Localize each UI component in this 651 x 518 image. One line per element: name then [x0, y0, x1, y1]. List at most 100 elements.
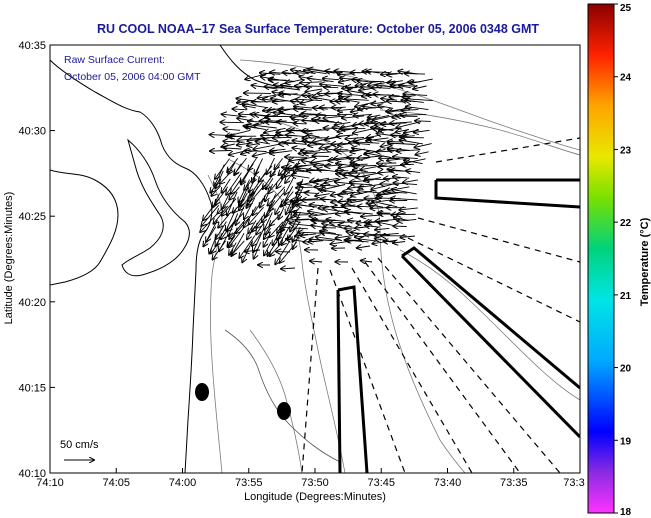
scale-label: 50 cm/s [60, 439, 99, 451]
current-vector [413, 86, 427, 89]
current-vector [244, 197, 256, 219]
current-vector [330, 222, 355, 223]
current-vector [211, 185, 222, 196]
y-tick-label: 40:20 [18, 297, 46, 309]
x-axis-ticks: 74:10 74:05 74:00 73:55 73:50 73:45 73:40 73:35… [36, 468, 585, 489]
current-vector [253, 227, 265, 252]
current-vector [347, 201, 364, 204]
current-vector [391, 198, 418, 200]
current-vector [339, 80, 351, 83]
depth-contour-3 [269, 119, 466, 473]
current-vector [294, 109, 312, 110]
current-vector [256, 207, 274, 228]
current-vector [218, 200, 230, 214]
current-vector [248, 184, 265, 205]
x-tick-label: 74:05 [102, 477, 130, 489]
current-vector [393, 242, 406, 244]
current-vector [378, 222, 397, 227]
current-vector [229, 186, 240, 200]
current-vector [342, 88, 357, 89]
current-vector [266, 178, 274, 189]
annotation-line-2: October 05, 2006 04:00 GMT [64, 71, 201, 83]
colorbar-tick-label: 20 [620, 364, 632, 375]
current-vector [386, 186, 410, 191]
current-vector [399, 86, 412, 88]
current-vector [372, 201, 398, 208]
current-vector [358, 206, 373, 207]
current-vector [243, 104, 269, 109]
current-vector [233, 109, 247, 110]
current-vector [358, 156, 382, 158]
depth-contour-1 [207, 174, 223, 473]
current-vector [400, 114, 427, 115]
current-vector [248, 157, 257, 170]
current-vector [224, 148, 242, 149]
current-vector [232, 240, 245, 255]
current-vector [323, 78, 340, 79]
current-vector [339, 225, 352, 227]
current-vector [229, 242, 237, 255]
canyon-contour [224, 329, 341, 463]
current-vector [294, 123, 307, 124]
current-vector [357, 81, 385, 82]
current-vector [392, 189, 417, 195]
current-vector [378, 106, 394, 109]
current-vector [211, 242, 219, 254]
current-vector [218, 214, 230, 228]
current-vector [375, 228, 390, 229]
current-vector [302, 161, 324, 165]
colorbar-tick-label: 24 [620, 73, 632, 84]
shelf-contour [239, 59, 580, 151]
current-vector [315, 194, 330, 196]
current-vector [324, 87, 339, 88]
current-vector [300, 100, 315, 104]
radar-coverage-box-2 [400, 246, 580, 439]
current-vector [414, 143, 432, 148]
current-vector [216, 228, 226, 247]
current-vector [367, 135, 381, 138]
current-vector [275, 198, 285, 214]
current-vector [254, 125, 277, 128]
current-vector [345, 138, 365, 139]
current-vector [222, 192, 231, 210]
current-vector [336, 135, 354, 137]
current-vector [394, 183, 418, 185]
annotation-line-1: Raw Surface Current: [64, 54, 165, 66]
current-vector [214, 164, 225, 187]
current-vector [239, 179, 251, 203]
current-vector [221, 218, 237, 239]
current-vector [348, 200, 374, 201]
current-vector [305, 86, 331, 87]
current-vector [275, 240, 291, 265]
current-vector [263, 171, 276, 189]
current-vector [258, 93, 281, 98]
current-vector [406, 99, 433, 101]
current-vector [210, 151, 232, 152]
current-vector [213, 205, 229, 224]
current-vector [323, 116, 345, 118]
current-vector [231, 179, 241, 194]
chart-title: RU COOL NOAA–17 Sea Surface Temperature:… [97, 22, 539, 36]
x-tick-label: 73:40 [434, 477, 462, 489]
current-vector [249, 177, 256, 192]
current-vector [403, 180, 418, 183]
depth-contour-5 [399, 249, 580, 401]
station-marker [195, 383, 209, 401]
y-tick-label: 40:10 [18, 468, 46, 480]
current-vector [247, 144, 260, 146]
current-vector [305, 193, 319, 194]
current-vector [321, 185, 339, 186]
current-vector [236, 212, 254, 233]
current-vector [351, 164, 368, 165]
x-tick-label: 74:00 [169, 477, 197, 489]
current-vector [351, 110, 364, 113]
radar-sector-lines [301, 137, 580, 473]
y-tick-label: 40:35 [18, 40, 46, 52]
current-vector [264, 234, 271, 247]
colorbar [587, 3, 615, 514]
current-vector [301, 113, 326, 114]
current-vector [253, 197, 264, 215]
current-vector [305, 89, 323, 92]
current-vector [308, 135, 320, 137]
